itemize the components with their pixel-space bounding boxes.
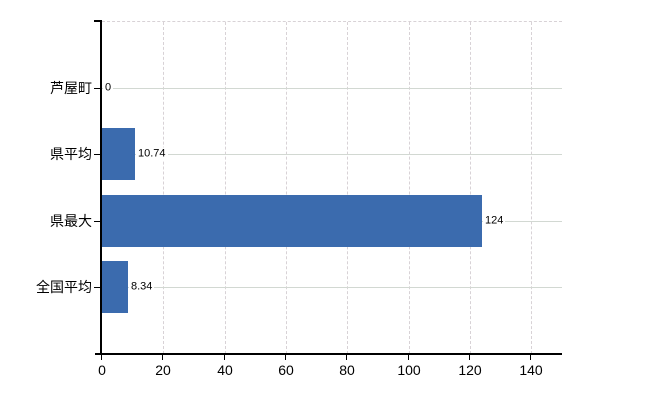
x-axis-tick bbox=[346, 355, 347, 360]
bar-value-label: 0 bbox=[103, 81, 114, 95]
category-label: 県平均 bbox=[50, 146, 92, 162]
category-label: 全国平均 bbox=[36, 279, 92, 295]
category-label: 県最大 bbox=[50, 213, 92, 229]
vertical-gridline bbox=[286, 22, 287, 354]
category-label: 芦屋町 bbox=[50, 80, 92, 96]
horizontal-gridline bbox=[102, 88, 562, 89]
vertical-gridline bbox=[163, 22, 164, 354]
x-axis-tick bbox=[469, 355, 470, 360]
vertical-gridline bbox=[531, 22, 532, 354]
x-axis-tick bbox=[224, 355, 225, 360]
bar bbox=[102, 261, 128, 313]
y-axis-tick bbox=[94, 88, 100, 89]
plot-top-border bbox=[102, 21, 562, 22]
x-tick-label: 40 bbox=[217, 362, 233, 378]
horizontal-gridline bbox=[102, 154, 562, 155]
bar-value-label: 124 bbox=[483, 214, 506, 228]
x-axis-tick bbox=[530, 355, 531, 360]
x-axis-tick bbox=[101, 355, 102, 360]
vertical-gridline bbox=[225, 22, 226, 354]
vertical-gridline bbox=[409, 22, 410, 354]
x-axis-tick bbox=[162, 355, 163, 360]
bar bbox=[102, 128, 135, 180]
y-axis-line bbox=[100, 20, 102, 355]
y-axis-tick bbox=[94, 154, 100, 155]
vertical-gridline bbox=[347, 22, 348, 354]
bar-value-label: 10.74 bbox=[136, 147, 168, 161]
x-axis-tick bbox=[408, 355, 409, 360]
x-axis-tick bbox=[285, 355, 286, 360]
horizontal-gridline bbox=[102, 287, 562, 288]
x-tick-label: 60 bbox=[278, 362, 294, 378]
x-tick-label: 100 bbox=[397, 362, 421, 378]
x-tick-label: 80 bbox=[339, 362, 355, 378]
bar-value-label: 8.34 bbox=[129, 280, 155, 294]
x-tick-label: 120 bbox=[458, 362, 482, 378]
x-tick-label: 140 bbox=[519, 362, 543, 378]
bar bbox=[102, 195, 482, 247]
x-axis-line bbox=[95, 353, 562, 355]
y-axis-tick bbox=[94, 287, 100, 288]
x-tick-label: 20 bbox=[155, 362, 171, 378]
y-axis-tick bbox=[94, 20, 101, 22]
vertical-gridline bbox=[470, 22, 471, 354]
x-tick-label: 0 bbox=[98, 362, 106, 378]
y-axis-tick bbox=[94, 221, 100, 222]
